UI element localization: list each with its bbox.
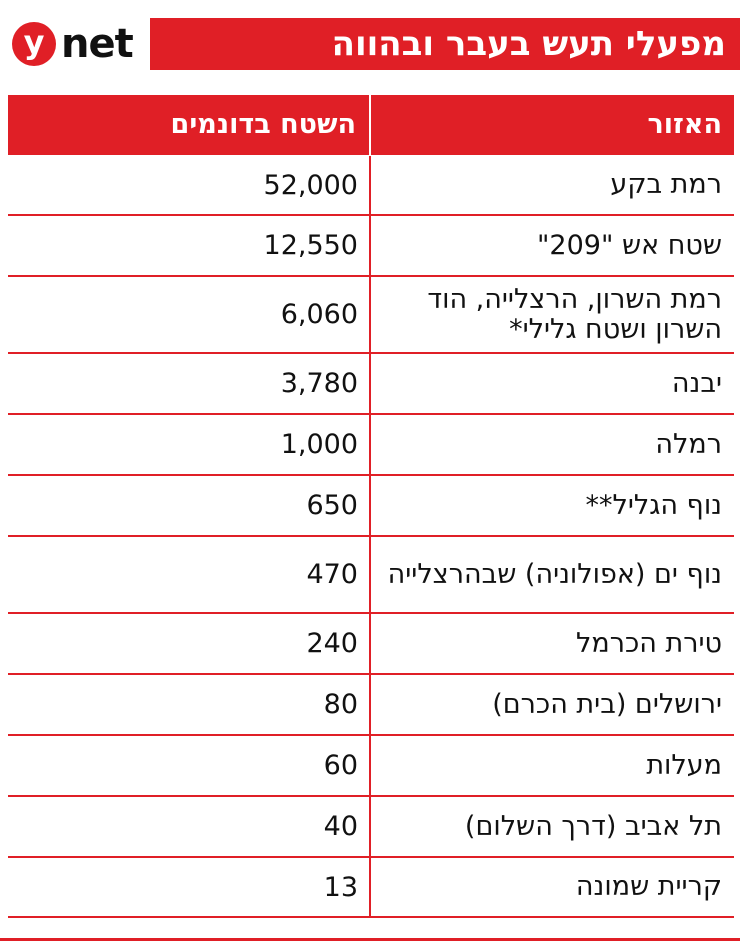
column-divider bbox=[369, 797, 371, 856]
cell-size: 80 bbox=[323, 689, 358, 720]
table-row: שטח אש "209" 12,550 bbox=[8, 216, 734, 277]
table-row: רמת השרון, הרצלייה, הוד השרון ושטח גלילי… bbox=[8, 277, 734, 354]
cell-size: 1,000 bbox=[280, 429, 358, 460]
table-row: מעלות 60 bbox=[8, 736, 734, 797]
column-divider bbox=[369, 675, 371, 734]
cell-area: קריית שמונה bbox=[575, 871, 722, 902]
column-divider bbox=[369, 156, 371, 214]
column-divider bbox=[369, 614, 371, 673]
ynet-logo: y net bbox=[12, 18, 147, 70]
cell-size: 470 bbox=[306, 559, 358, 590]
table-row: רמלה 1,000 bbox=[8, 415, 734, 476]
cell-area: נוף הגליל** bbox=[585, 489, 722, 521]
cell-area: רמת בקע bbox=[610, 169, 722, 200]
column-divider bbox=[369, 216, 371, 275]
column-divider bbox=[369, 415, 371, 474]
cell-area: רמלה bbox=[655, 428, 722, 460]
table-row: קריית שמונה 13 bbox=[8, 858, 734, 918]
cell-area: טירת הכרמל bbox=[576, 627, 722, 659]
column-header-size: השטח בדונמים bbox=[170, 109, 356, 140]
column-divider bbox=[369, 476, 371, 535]
column-divider bbox=[369, 354, 371, 413]
cell-size: 60 bbox=[323, 750, 358, 781]
bottom-rule bbox=[0, 938, 740, 941]
table-row: ירושלים (בית הכרם) 80 bbox=[8, 675, 734, 736]
header: y net מפעלי תעש בעבר ובהווה bbox=[0, 16, 740, 72]
table-row: יבנה 3,780 bbox=[8, 354, 734, 415]
column-divider bbox=[369, 277, 371, 352]
cell-area: תל אביב (דרך השלום) bbox=[464, 810, 722, 842]
table-row: נוף ים (אפולוניה) שבהרצלייה 470 bbox=[8, 537, 734, 614]
column-header-area: האזור bbox=[647, 109, 722, 140]
cell-size: 52,000 bbox=[263, 169, 358, 201]
table-row: רמת בקע 52,000 bbox=[8, 156, 734, 216]
column-divider bbox=[369, 858, 371, 916]
column-divider bbox=[369, 736, 371, 795]
cell-area: רמת השרון, הרצלייה, הוד השרון ושטח גלילי… bbox=[427, 283, 722, 345]
table-row: תל אביב (דרך השלום) 40 bbox=[8, 797, 734, 858]
logo-text: net bbox=[61, 21, 134, 67]
logo-mark: y bbox=[12, 22, 56, 66]
cell-size: 650 bbox=[306, 490, 358, 521]
data-table: האזור השטח בדונמים רמת בקע 52,000 שטח אש "… bbox=[8, 95, 734, 918]
cell-area: יבנה bbox=[671, 367, 722, 399]
cell-area: שטח אש "209" bbox=[536, 229, 722, 261]
table-row: טירת הכרמל 240 bbox=[8, 614, 734, 675]
cell-area: מעלות bbox=[646, 749, 722, 781]
cell-size: 12,550 bbox=[263, 230, 358, 261]
column-divider bbox=[369, 537, 371, 612]
cell-size: 40 bbox=[323, 811, 358, 842]
cell-size: 6,060 bbox=[280, 299, 358, 330]
cell-size: 3,780 bbox=[280, 368, 358, 399]
column-divider bbox=[369, 95, 371, 155]
table-body: רמת בקע 52,000 שטח אש "209" 12,550 רמת השרון… bbox=[8, 156, 734, 918]
table-header-row: האזור השטח בדונמים bbox=[8, 95, 734, 156]
cell-size: 13 bbox=[323, 871, 358, 903]
cell-area: נוף ים (אפולוניה) שבהרצלייה bbox=[387, 558, 722, 590]
table-row: נוף הגליל** 650 bbox=[8, 476, 734, 537]
cell-area: ירושלים (בית הכרם) bbox=[492, 688, 722, 720]
page-title: מפעלי תעש בעבר ובהווה bbox=[150, 18, 740, 70]
cell-size: 240 bbox=[306, 628, 358, 659]
